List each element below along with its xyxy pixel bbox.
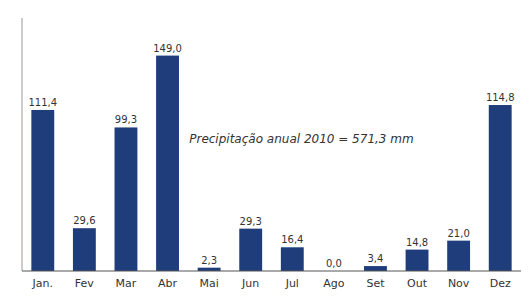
- x-tick-label: Dez: [490, 277, 511, 290]
- x-tick-label: Jul: [285, 277, 299, 290]
- x-tick-label: Nov: [448, 277, 470, 290]
- x-tick-label: Mai: [199, 277, 218, 290]
- bar: [31, 110, 54, 271]
- data-label: 29,3: [240, 216, 262, 227]
- x-tick-label: Ago: [323, 277, 345, 290]
- chart-container: 111,4 29,6 99,3 149,0 2,3 29,3 16,4 0,0 3,4 14,8 2…: [0, 0, 531, 301]
- data-label: 149,0: [153, 43, 182, 54]
- data-label: 99,3: [115, 114, 137, 125]
- bar: [406, 250, 429, 271]
- bar: [156, 56, 179, 271]
- chart: 111,4 29,6 99,3 149,0 2,3 29,3 16,4 0,0 3,4 14,8 2…: [0, 0, 531, 301]
- bar: [281, 247, 304, 271]
- data-label: 14,8: [406, 237, 428, 248]
- data-label: 114,8: [486, 92, 515, 103]
- annotation: Precipitação anual 2010 = 571,3 mm: [189, 132, 413, 146]
- bar: [489, 105, 512, 271]
- bar: [447, 241, 470, 271]
- data-label: 21,0: [447, 228, 469, 239]
- x-tick-label: Mar: [116, 277, 137, 290]
- x-tick-label: Jun: [241, 277, 259, 290]
- data-label: 3,4: [368, 253, 384, 264]
- x-axis-line: [22, 271, 521, 272]
- x-tick-label: Abr: [158, 277, 178, 290]
- bar: [239, 229, 262, 271]
- data-label: 29,6: [73, 215, 95, 226]
- data-label: 0,0: [326, 258, 342, 269]
- x-tick-label: Set: [366, 277, 385, 290]
- bars: [31, 56, 511, 271]
- bar: [364, 266, 387, 271]
- data-label: 111,4: [28, 97, 57, 108]
- bar: [115, 127, 138, 271]
- x-tick-label: Jan.: [32, 277, 53, 290]
- data-label: 2,3: [201, 255, 217, 266]
- data-label: 16,4: [281, 234, 303, 245]
- y-axis-line: [22, 18, 23, 271]
- bar: [73, 228, 96, 271]
- x-tick-label: Out: [407, 277, 428, 290]
- x-tick-label: Fev: [75, 277, 94, 290]
